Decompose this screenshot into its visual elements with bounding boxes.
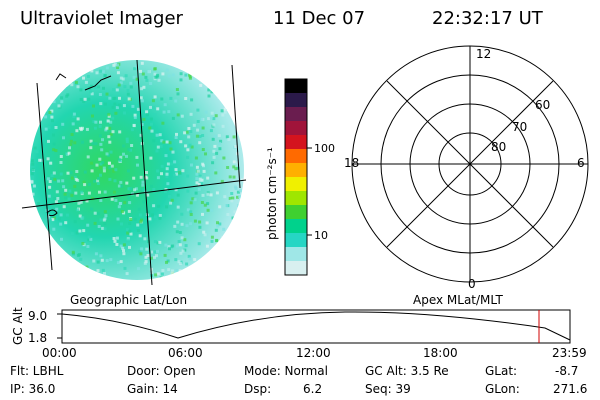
colorbar-segment [285,205,307,220]
status-gc-alt: GC Alt: 3.5 Re [365,364,449,378]
altitude-ylabel: GC Alt [11,307,25,345]
colorbar-segment [285,261,307,276]
status-ip: IP: 36.0 [10,382,56,396]
altitude-ytick-label-9: 9.0 [28,309,48,323]
colorbar-unit-label: photon cm⁻²s⁻¹ [265,147,279,240]
polar-mlt-0: 0 [468,277,476,291]
polar-mlt-6: 6 [577,156,585,170]
colorbar-segment [285,121,307,136]
status-dsp-label: Dsp: [244,382,272,396]
colorbar-segment [285,233,307,248]
polar-lat-60: 60 [535,98,551,112]
globe-caption: Geographic Lat/Lon [70,293,188,307]
globe-parallel [21,179,247,209]
polar-mlt-18: 18 [344,156,360,170]
colorbar-segment [285,79,307,94]
colorbar-gradient [285,79,307,276]
altitude-xtick-0000: 00:00 [42,346,77,360]
colorbar-segment [285,107,307,122]
colorbar-segment [285,149,307,164]
polar-plot [351,45,589,283]
globe-meridian-left [36,82,53,271]
altitude-plot-frame [61,309,571,344]
globe-coastline-2 [46,209,58,217]
status-glat-value: -8.7 [555,364,579,378]
uv-globe-image [21,59,247,286]
colorbar-segment [285,93,307,108]
colorbar-tick-label-10: 10 [314,229,328,242]
status-glon-value: 271.6 [553,382,588,396]
colorbar-segment [285,135,307,150]
colorbar-tick-label-100: 100 [314,142,335,155]
instrument-title: Ultraviolet Imager [20,8,183,29]
status-mode: Mode: Normal [244,364,328,378]
colorbar [284,78,312,276]
altitude-curve [61,311,571,341]
polar-diagonal-2 [386,80,554,248]
status-filter: Flt: LBHL [10,364,64,378]
colorbar-frame [284,78,308,276]
time-label: 22:32:17 UT [432,8,543,29]
status-glon-label: GLon: [485,382,520,396]
colorbar-segment [285,219,307,234]
colorbar-segment [285,177,307,192]
altitude-xtick-0600: 06:00 [168,346,203,360]
colorbar-segment [285,247,307,262]
polar-caption: Apex MLat/MLT [413,293,503,307]
altitude-xtick-1200: 12:00 [296,346,331,360]
globe-coastline [55,73,112,91]
altitude-ytick-label-1.8: 1.8 [28,331,48,345]
polar-mlt-12: 12 [476,47,492,61]
altitude-plot [57,309,571,344]
globe-meridian-right [231,64,241,189]
globe-meridian-center [136,59,153,286]
altitude-xtick-2359: 23:59 [552,346,587,360]
status-gain: Gain: 14 [127,382,178,396]
status-dsp-value: 6.2 [303,382,323,396]
colorbar-segment [285,163,307,178]
polar-lat-70: 70 [512,120,528,134]
polar-lat-80: 80 [491,140,507,154]
status-door: Door: Open [127,364,196,378]
date-label: 11 Dec 07 [273,8,366,29]
status-seq: Seq: 39 [365,382,411,396]
colorbar-segment [285,191,307,206]
altitude-xtick-1800: 18:00 [423,346,458,360]
status-glat-label: GLat: [485,364,518,378]
